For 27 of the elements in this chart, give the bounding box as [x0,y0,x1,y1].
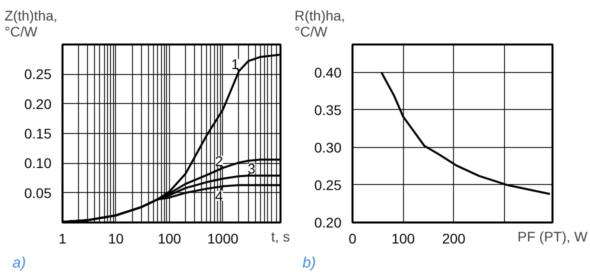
y-axis-title: R(th)ha, °C/W [294,8,346,40]
legend-label: 1 [231,56,240,72]
y-tick-label: 0.25 [314,176,342,193]
x-tick-label: 1 [58,230,67,246]
x-tick-label: 200 [442,230,466,246]
y-tick-label: 0.15 [24,126,52,142]
text: b) [302,254,316,272]
x-axis-title: t, s [271,228,290,244]
x-tick-label: 100 [158,230,182,246]
x-tick-label: 0 [348,230,357,246]
legend-label: 2 [215,152,224,169]
y-tick-label: 0.10 [24,155,52,172]
series-label: 3 [248,160,256,177]
y-tick-label: 0.30 [314,139,342,156]
y-tick-label: 0.05 [24,184,52,201]
y-tick-label: 0.20 [314,214,342,230]
y-tick-label: 0.20 [24,96,52,112]
x-tick-label: 1000 [207,230,239,246]
x-axis-title: PF (PT), W [518,228,588,244]
y-axis-title: Z(th)tha, °C/W [4,8,58,40]
x-tick-label: 100 [391,230,416,246]
y-tick-label: 0.40 [314,64,342,80]
x-tick-label: 10 [108,230,124,246]
y-tick-label: 0.35 [314,102,342,118]
legend-label: 4 [215,188,224,204]
y-tick-label: 0.25 [24,66,52,82]
text: a) [12,254,26,272]
